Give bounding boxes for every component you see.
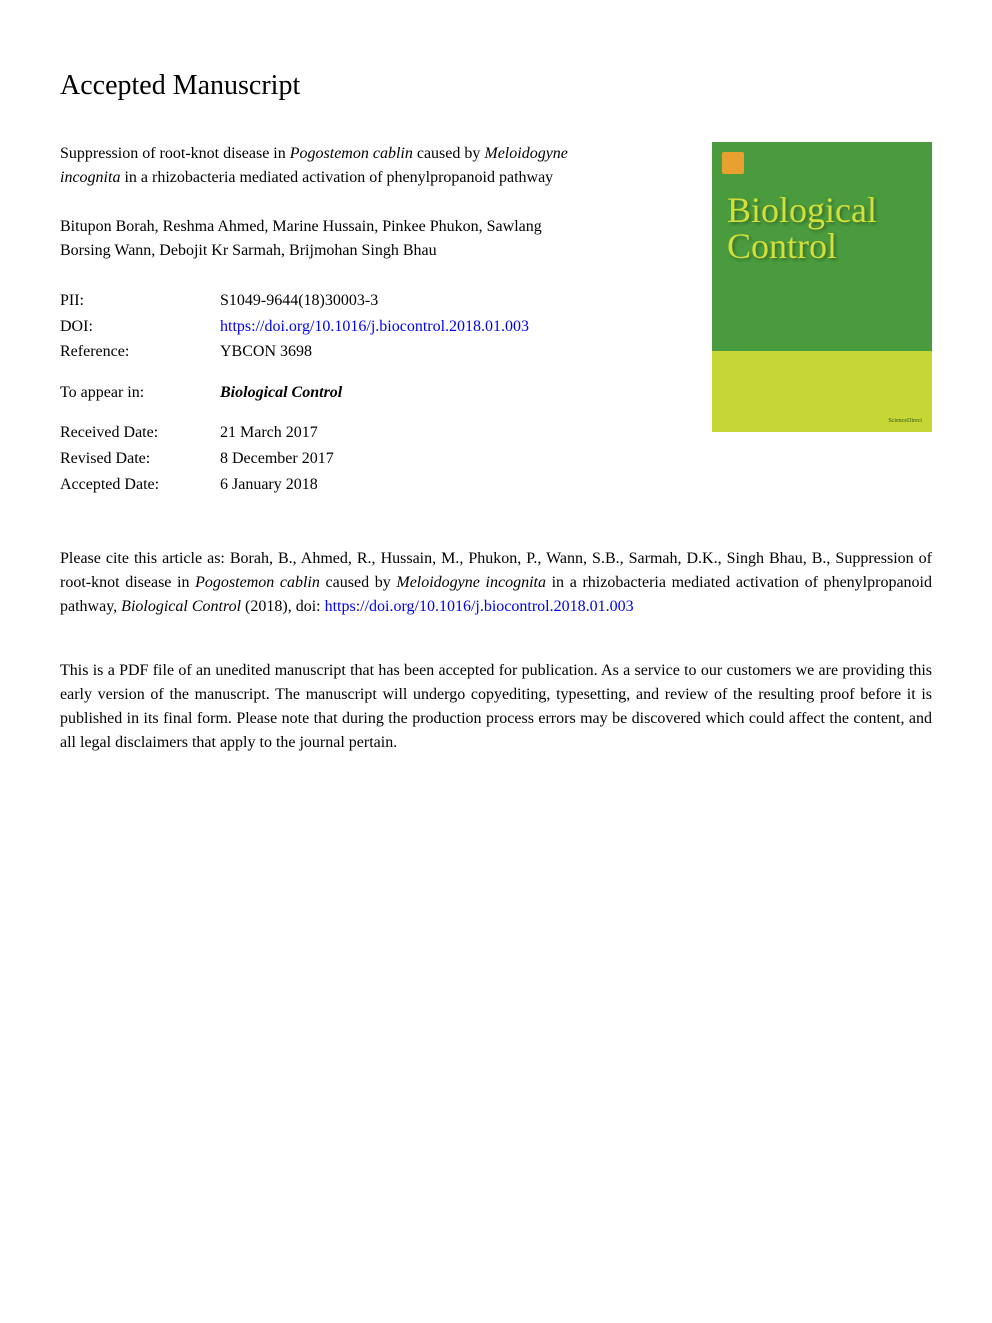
meta-row-doi: DOI: https://doi.org/10.1016/j.biocontro… xyxy=(60,314,692,340)
revised-label: Revised Date: xyxy=(60,446,220,472)
appear-value: Biological Control xyxy=(220,380,692,406)
received-value: 21 March 2017 xyxy=(220,420,692,446)
doi-link[interactable]: https://doi.org/10.1016/j.biocontrol.201… xyxy=(220,318,529,335)
article-title: Suppression of root-knot disease in Pogo… xyxy=(60,142,580,190)
doi-value: https://doi.org/10.1016/j.biocontrol.201… xyxy=(220,314,692,340)
citation-italic-2: Meloidogyne incognita xyxy=(396,574,546,591)
citation-italic-3: Biological Control xyxy=(121,598,241,615)
citation-italic-1: Pogostemon cablin xyxy=(195,574,320,591)
page-title: Accepted Manuscript xyxy=(60,70,932,102)
received-label: Received Date: xyxy=(60,420,220,446)
pii-value: S1049-9644(18)30003-3 xyxy=(220,288,692,314)
meta-row-pii: PII: S1049-9644(18)30003-3 xyxy=(60,288,692,314)
metadata-table: PII: S1049-9644(18)30003-3 DOI: https://… xyxy=(60,288,692,497)
citation-text: Please cite this article as: Borah, B., … xyxy=(60,547,932,619)
cover-journal-title: Biological Control xyxy=(727,192,917,264)
citation-mid-3: (2018), doi: xyxy=(241,598,325,615)
appear-label: To appear in: xyxy=(60,380,220,406)
title-text-2: caused by xyxy=(413,145,485,162)
reference-label: Reference: xyxy=(60,339,220,365)
revised-value: 8 December 2017 xyxy=(220,446,692,472)
meta-row-appear: To appear in: Biological Control xyxy=(60,380,692,406)
accepted-label: Accepted Date: xyxy=(60,472,220,498)
disclaimer-text: This is a PDF file of an unedited manusc… xyxy=(60,659,932,755)
pii-label: PII: xyxy=(60,288,220,314)
journal-cover: Biological Control ScienceDirect xyxy=(712,142,932,432)
left-column: Suppression of root-knot disease in Pogo… xyxy=(60,142,692,517)
cover-footer: ScienceDirect xyxy=(888,418,922,424)
accepted-value: 6 January 2018 xyxy=(220,472,692,498)
meta-row-reference: Reference: YBCON 3698 xyxy=(60,339,692,365)
meta-row-revised: Revised Date: 8 December 2017 xyxy=(60,446,692,472)
citation-doi-link[interactable]: https://doi.org/10.1016/j.biocontrol.201… xyxy=(325,598,634,615)
title-text-3: in a rhizobacteria mediated activation o… xyxy=(120,169,553,186)
doi-label: DOI: xyxy=(60,314,220,340)
meta-row-received: Received Date: 21 March 2017 xyxy=(60,420,692,446)
title-text-1: Suppression of root-knot disease in xyxy=(60,145,290,162)
reference-value: YBCON 3698 xyxy=(220,339,692,365)
authors: Bitupon Borah, Reshma Ahmed, Marine Huss… xyxy=(60,215,580,263)
meta-row-accepted: Accepted Date: 6 January 2018 xyxy=(60,472,692,498)
title-italic-1: Pogostemon cablin xyxy=(290,145,413,162)
elsevier-logo-icon xyxy=(722,152,744,174)
citation-mid-1: caused by xyxy=(320,574,396,591)
content-wrapper: Suppression of root-knot disease in Pogo… xyxy=(60,142,932,517)
